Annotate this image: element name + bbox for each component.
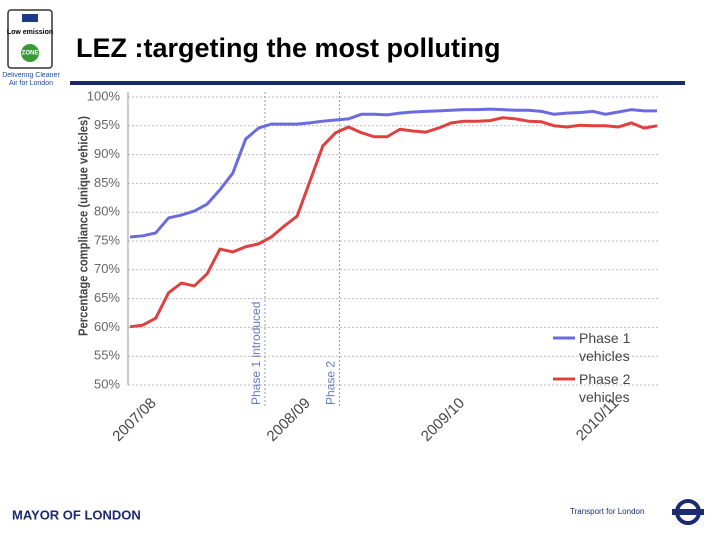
y-tick-label: 55% (94, 348, 120, 363)
logo-mark (22, 14, 38, 22)
y-tick-label: 95% (94, 117, 120, 132)
y-axis-label: Percentage compliance (unique vehicles) (75, 116, 90, 336)
roundel-bar (672, 509, 704, 515)
y-tick-label: 65% (94, 290, 120, 305)
logo-caption-box: Delivering Cleaner Air for London (2, 72, 60, 87)
logo-sign (7, 9, 53, 69)
logo-top: Low emission (7, 29, 53, 36)
annotation: Phase 1 introduced (249, 302, 263, 405)
y-tick-label: 100% (87, 88, 121, 103)
y-tick-label: 80% (94, 204, 120, 219)
y-tick-label: 70% (94, 261, 120, 276)
x-tick-label: 2008/09 (264, 395, 314, 445)
logo-circle (21, 44, 39, 62)
y-tick-label: 50% (94, 376, 120, 391)
logo-zone: ZONE (22, 51, 39, 57)
annotation: Phase 2 (324, 361, 338, 405)
y-tick-label: 75% (94, 232, 120, 247)
legend-label: Phase 2 vehicles (579, 371, 631, 405)
x-tick-label: 2007/08 (109, 395, 159, 445)
footer-left: MAYOR OF LONDON (12, 507, 141, 522)
series-line (129, 107, 657, 239)
x-tick-label: 2009/10 (418, 395, 468, 445)
logo-caption: Delivering Cleaner Air for London (2, 72, 60, 87)
footer-right: Transport for London (570, 507, 644, 516)
title: LEZ :targeting the most polluting (76, 33, 500, 63)
y-tick-label: 90% (94, 146, 120, 161)
series-line (129, 116, 658, 329)
y-tick-label: 60% (94, 319, 120, 334)
y-tick-label: 85% (94, 175, 120, 190)
legend-label: Phase 1 vehicles (579, 330, 631, 364)
